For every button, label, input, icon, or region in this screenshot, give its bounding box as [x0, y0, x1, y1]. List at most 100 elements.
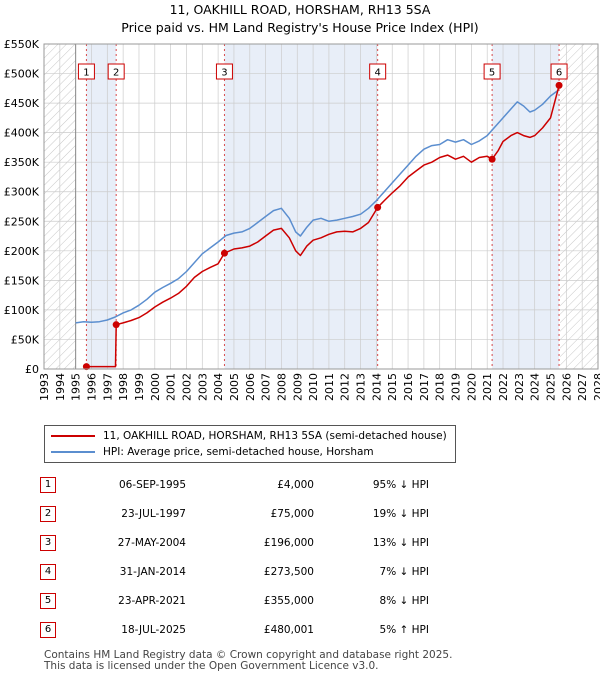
sale-date: 23-APR-2021 — [118, 594, 186, 607]
chart-title: 11, OAKHILL ROAD, HORSHAM, RH13 5SA — [169, 2, 431, 17]
sale-hpi-diff: 8% ↓ HPI — [379, 594, 429, 607]
sale-number-badge: 2 — [40, 505, 56, 522]
x-tick-label: 1998 — [117, 373, 130, 401]
footer-licence: This data is licensed under the Open Gov… — [44, 660, 379, 672]
x-tick-label: 2028 — [592, 373, 600, 401]
table-row: 3 27-MAY-2004 £196,000 13% ↓ HPI — [40, 528, 429, 557]
sale-number-label: 2 — [113, 68, 119, 79]
x-tick-label: 2020 — [465, 373, 478, 401]
sale-number-label: 1 — [83, 68, 89, 79]
hpi-series-line — [75, 89, 559, 324]
footer-attribution: Contains HM Land Registry data © Crown c… — [44, 650, 452, 672]
table-row: 6 18-JUL-2025 £480,001 5% ↑ HPI — [40, 615, 429, 644]
legend-hpi-label: HPI: Average price, semi-detached house,… — [103, 446, 374, 458]
sale-hpi-diff: 13% ↓ HPI — [372, 536, 429, 549]
sale-number-box — [369, 63, 387, 80]
y-tick-label: £100K — [4, 304, 40, 317]
y-tick-label: £550K — [4, 38, 40, 51]
sale-date: 23-JUL-1997 — [121, 507, 186, 520]
sale-date: 27-MAY-2004 — [117, 536, 186, 549]
y-tick-label: £300K — [4, 186, 40, 199]
y-tick-label: £350K — [4, 156, 40, 169]
sale-price: £75,000 — [270, 507, 314, 520]
legend-property-swatch — [51, 435, 95, 437]
x-tick-label: 1997 — [101, 373, 114, 401]
x-tick-label: 2002 — [180, 373, 193, 401]
x-tick-label: 2003 — [196, 373, 209, 401]
sale-number-badge: 6 — [40, 621, 56, 638]
ownership-band — [492, 44, 560, 369]
legend-hpi-swatch — [51, 451, 95, 453]
legend-property-label: 11, OAKHILL ROAD, HORSHAM, RH13 5SA (sem… — [103, 430, 447, 442]
x-tick-label: 2022 — [497, 373, 510, 401]
ownership-band — [224, 44, 378, 369]
sale-number-badge: 4 — [40, 563, 56, 580]
table-row: 2 23-JUL-1997 £75,000 19% ↓ HPI — [40, 499, 429, 528]
x-tick-label: 1999 — [133, 373, 146, 401]
x-tick-label: 2014 — [370, 373, 383, 401]
x-tick-label: 1993 — [38, 373, 51, 401]
x-tick-label: 2018 — [434, 373, 447, 401]
sale-point — [555, 81, 563, 89]
sale-hpi-diff: 7% ↓ HPI — [379, 565, 429, 578]
y-tick-label: £50K — [11, 333, 40, 346]
sale-number-box — [77, 63, 95, 80]
x-tick-label: 1994 — [54, 373, 67, 401]
y-tick-label: £0 — [25, 363, 39, 376]
sale-number-box — [550, 63, 568, 80]
x-tick-label: 2004 — [212, 373, 225, 401]
sale-price: £4,000 — [277, 478, 314, 491]
sale-price: £480,001 — [263, 623, 314, 636]
y-tick-label: £200K — [4, 245, 40, 258]
table-row: 4 31-JAN-2014 £273,500 7% ↓ HPI — [40, 557, 429, 586]
x-tick-label: 2011 — [323, 373, 336, 401]
sale-number-label: 5 — [489, 68, 495, 79]
sale-number-badge: 1 — [40, 476, 56, 493]
table-row: 1 06-SEP-1995 £4,000 95% ↓ HPI — [40, 470, 429, 499]
sale-hpi-diff: 19% ↓ HPI — [372, 507, 429, 520]
sale-point — [488, 155, 496, 163]
x-tick-label: 2001 — [165, 373, 178, 401]
sale-number-label: 4 — [374, 68, 380, 79]
x-tick-label: 2008 — [275, 373, 288, 401]
x-tick-label: 2021 — [481, 373, 494, 401]
x-tick-label: 2010 — [307, 373, 320, 401]
x-tick-label: 2027 — [576, 373, 589, 401]
x-tick-label: 2007 — [260, 373, 273, 401]
x-tick-label: 2009 — [291, 373, 304, 401]
sale-date: 31-JAN-2014 — [119, 565, 186, 578]
x-tick-label: 2012 — [339, 373, 352, 401]
sale-point — [112, 321, 120, 329]
x-tick-label: 2026 — [560, 373, 573, 401]
chart-legend: 11, OAKHILL ROAD, HORSHAM, RH13 5SA (sem… — [44, 425, 456, 463]
sale-point — [374, 203, 382, 211]
sale-number-box — [107, 63, 125, 80]
sale-date: 06-SEP-1995 — [118, 478, 186, 491]
sale-price: £273,500 — [263, 565, 314, 578]
sale-date: 18-JUL-2025 — [121, 623, 186, 636]
x-tick-label: 2005 — [228, 373, 241, 401]
sale-number-badge: 5 — [40, 592, 56, 609]
x-tick-label: 2024 — [529, 373, 542, 401]
sale-number-box — [483, 63, 501, 80]
y-tick-label: £250K — [4, 215, 40, 228]
sale-point — [220, 249, 228, 257]
y-tick-label: £500K — [4, 68, 40, 81]
x-tick-label: 2025 — [545, 373, 558, 401]
sale-number-badge: 3 — [40, 534, 56, 551]
plot-frame — [43, 43, 599, 370]
x-tick-label: 2017 — [418, 373, 431, 401]
footer-copyright: Contains HM Land Registry data © Crown c… — [44, 649, 453, 661]
x-tick-label: 2019 — [450, 373, 463, 401]
table-row: 5 23-APR-2021 £355,000 8% ↓ HPI — [40, 586, 429, 615]
x-tick-label: 2000 — [149, 373, 162, 401]
x-tick-label: 2013 — [355, 373, 368, 401]
sale-number-box — [215, 63, 233, 80]
chart-subtitle: Price paid vs. HM Land Registry's House … — [121, 20, 479, 35]
sales-table: 1 06-SEP-1995 £4,000 95% ↓ HPI 2 23-JUL-… — [40, 470, 429, 644]
y-tick-label: £400K — [4, 127, 40, 140]
x-tick-label: 2006 — [244, 373, 257, 401]
x-tick-label: 2023 — [513, 373, 526, 401]
hatch-region-right — [560, 44, 598, 369]
x-tick-label: 1995 — [70, 373, 83, 401]
